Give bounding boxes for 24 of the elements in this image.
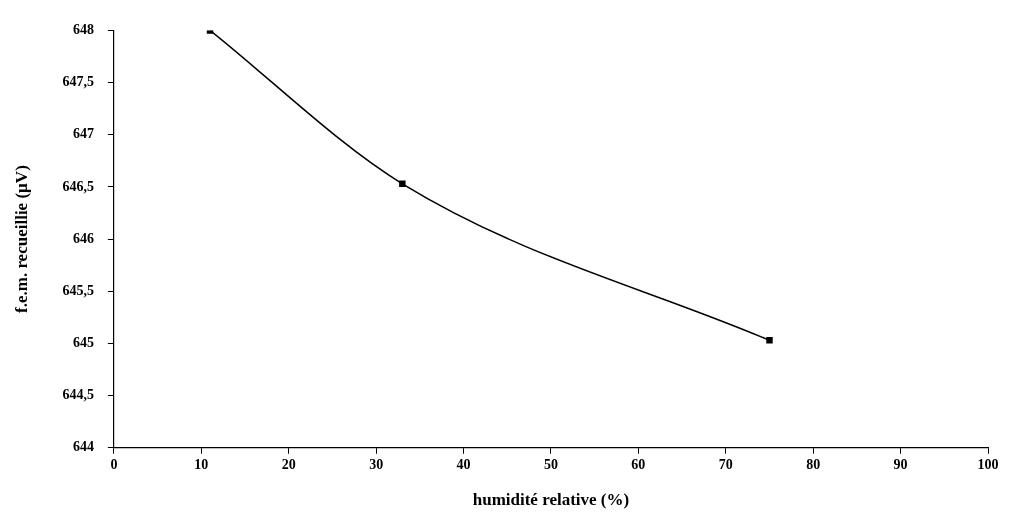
x-tick-label: 0	[110, 456, 118, 472]
x-tick-label: 70	[718, 456, 733, 472]
x-tick-label: 10	[194, 456, 209, 472]
y-tick-label: 648	[72, 22, 94, 38]
y-tick-label: 645,5	[62, 282, 94, 298]
x-tick-label: 20	[281, 456, 296, 472]
y-tick-label: 647	[72, 126, 94, 142]
x-tick-label: 60	[631, 456, 646, 472]
x-tick-label: 90	[893, 456, 908, 472]
y-tick-label: 644,5	[62, 387, 94, 403]
y-axis-title: f.e.m. recueillie (µV)	[11, 165, 31, 313]
x-tick-label: 100	[977, 456, 999, 472]
x-tick-label: 80	[806, 456, 821, 472]
y-tick-label: 646,5	[62, 178, 94, 194]
y-tick-label: 644	[72, 439, 94, 455]
point	[766, 337, 773, 344]
y-tick-label: 645	[72, 335, 94, 351]
y-tick-label: 646	[72, 230, 94, 246]
x-axis-title: humidité relative (%)	[472, 490, 630, 510]
x-tick-label: 30	[369, 456, 384, 472]
x-tick-label: 40	[456, 456, 471, 472]
x-tick-label: 50	[543, 456, 558, 472]
y-tick-label: 647,5	[62, 74, 94, 90]
point	[399, 180, 406, 188]
